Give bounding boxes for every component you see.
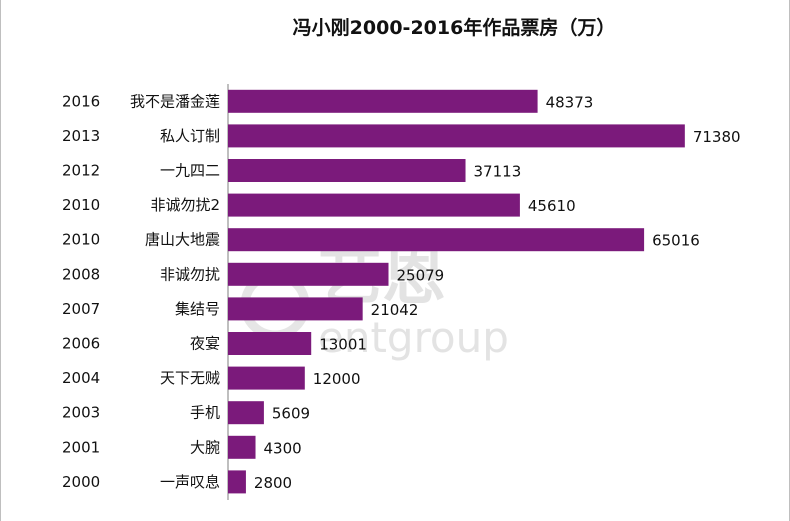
category-label: 唐山大地震 bbox=[145, 231, 220, 249]
category-label: 非诚勿扰 bbox=[160, 265, 220, 283]
category-label: 我不是潘金莲 bbox=[130, 92, 220, 110]
value-label: 45610 bbox=[528, 197, 576, 215]
bar bbox=[228, 435, 256, 459]
bar bbox=[228, 297, 363, 321]
value-label: 25079 bbox=[397, 266, 445, 284]
category-label: 夜宴 bbox=[190, 335, 220, 353]
year-label: 2000 bbox=[62, 473, 100, 491]
bar bbox=[228, 124, 685, 148]
category-label: 一声叹息 bbox=[160, 473, 220, 491]
category-label: 一九四二 bbox=[160, 162, 220, 180]
value-label: 4300 bbox=[264, 439, 302, 457]
value-label: 37113 bbox=[474, 163, 522, 181]
category-label: 非诚勿扰2 bbox=[150, 196, 220, 214]
bar bbox=[228, 228, 645, 252]
bar bbox=[228, 366, 305, 390]
value-label: 5609 bbox=[272, 405, 310, 423]
bar bbox=[228, 401, 264, 425]
watermark-en-text: entgroup bbox=[318, 313, 509, 362]
category-label: 大腕 bbox=[190, 438, 220, 456]
year-label: 2001 bbox=[62, 438, 100, 456]
chart-marks: 2016 我不是潘金莲 48373 2013 私人订制 71380 2012 一九四二 3711… bbox=[62, 89, 741, 494]
value-label: 21042 bbox=[371, 301, 419, 319]
year-label: 2012 bbox=[62, 162, 100, 180]
bar bbox=[228, 262, 389, 286]
year-label: 2003 bbox=[62, 404, 100, 422]
value-label: 48373 bbox=[546, 93, 594, 111]
year-label: 2004 bbox=[62, 369, 100, 387]
year-label: 2008 bbox=[62, 265, 100, 283]
bar bbox=[228, 332, 312, 355]
year-label: 2006 bbox=[62, 335, 100, 353]
chart-title: 冯小刚2000-2016年作品票房（万） bbox=[293, 16, 616, 39]
value-label: 71380 bbox=[693, 128, 741, 146]
value-label: 65016 bbox=[652, 232, 700, 250]
year-label: 2013 bbox=[62, 127, 100, 145]
bar bbox=[228, 89, 538, 113]
value-label: 2800 bbox=[254, 474, 292, 492]
year-label: 2010 bbox=[62, 231, 100, 249]
year-label: 2010 bbox=[62, 196, 100, 214]
category-label: 手机 bbox=[190, 404, 220, 422]
year-label: 2016 bbox=[62, 92, 100, 110]
bar bbox=[228, 193, 520, 217]
year-label: 2007 bbox=[62, 300, 100, 318]
category-label: 私人订制 bbox=[160, 127, 220, 145]
category-label: 天下无贼 bbox=[160, 369, 220, 387]
value-label: 13001 bbox=[319, 336, 367, 354]
category-label: 集结号 bbox=[175, 300, 220, 318]
bar bbox=[228, 159, 466, 182]
value-label: 12000 bbox=[313, 370, 361, 388]
bar bbox=[228, 470, 246, 494]
